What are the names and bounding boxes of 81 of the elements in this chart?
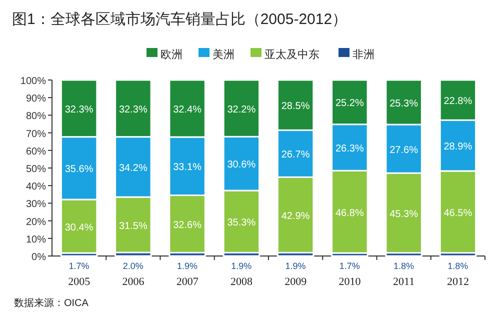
- data-label: 1.9%: [231, 261, 252, 271]
- y-tick-label: 90%: [26, 94, 46, 105]
- y-tick-label: 30%: [26, 199, 46, 210]
- bar: [276, 176, 314, 254]
- bar: [114, 136, 152, 198]
- bar: [385, 124, 422, 174]
- bar: [222, 190, 260, 254]
- data-label: 1.9%: [285, 261, 306, 271]
- data-label: 32.2%: [227, 104, 256, 116]
- data-label: 32.3%: [64, 104, 94, 116]
- data-label: 42.9%: [281, 210, 310, 222]
- x-tick-label: 2006: [122, 276, 145, 288]
- bar: [222, 79, 260, 138]
- bar: [168, 79, 206, 138]
- bar: [331, 124, 368, 172]
- legend-label: 欧洲: [160, 48, 182, 61]
- x-tick-label: 2011: [393, 276, 415, 288]
- bar: [331, 170, 368, 254]
- data-label: 2.0%: [122, 261, 144, 271]
- legend-label: 亚太及中东: [264, 48, 320, 61]
- data-label: 32.6%: [173, 220, 202, 231]
- y-tick-label: 70%: [26, 128, 46, 140]
- data-label: 28.9%: [444, 142, 472, 153]
- y-tick-label: 60%: [26, 146, 46, 158]
- data-label: 22.8%: [444, 96, 472, 108]
- data-label: 32.3%: [119, 104, 148, 116]
- data-label: 1.8%: [448, 261, 468, 271]
- bar: [276, 129, 314, 178]
- bar: [60, 136, 98, 200]
- data-label: 35.6%: [64, 164, 94, 176]
- legend-label: 非洲: [352, 48, 374, 61]
- data-label: 25.2%: [336, 98, 364, 110]
- y-tick-label: 0%: [32, 252, 46, 263]
- data-label: 26.3%: [336, 143, 364, 154]
- bar: [60, 198, 98, 254]
- x-tick-label: 2010: [338, 276, 362, 288]
- bar: [276, 79, 314, 131]
- x-tick-label: 2007: [176, 276, 199, 288]
- bar: [168, 194, 206, 254]
- data-label: 28.5%: [281, 101, 310, 112]
- source-note: 数据来源：OICA: [14, 297, 89, 309]
- bar: [114, 196, 152, 254]
- x-tick-label: 2012: [446, 276, 469, 288]
- bar: [439, 170, 477, 254]
- data-label: 45.3%: [390, 208, 418, 220]
- chart-title: 图1：全球各区域市场汽车销量占比（2005-2012）: [12, 11, 348, 28]
- x-tick-label: 2005: [68, 276, 91, 288]
- data-label: 27.6%: [390, 144, 418, 156]
- data-label: 30.6%: [227, 160, 256, 171]
- bar: [222, 136, 260, 192]
- y-tick-label: 40%: [26, 182, 46, 193]
- y-tick-label: 20%: [26, 216, 46, 228]
- bar: [439, 79, 477, 121]
- bar: [114, 79, 152, 138]
- data-label: 34.2%: [119, 162, 148, 174]
- data-label: 46.5%: [444, 208, 472, 219]
- y-tick-label: 10%: [26, 234, 46, 246]
- bar: [385, 79, 422, 126]
- legend-label: 美洲: [212, 48, 234, 61]
- data-label: 31.5%: [119, 220, 148, 232]
- data-label: 1.7%: [68, 261, 90, 271]
- bar: [385, 172, 422, 254]
- data-label: 1.7%: [339, 261, 360, 271]
- y-tick-label: 100%: [20, 76, 46, 87]
- bar: [331, 79, 368, 126]
- x-tick-label: 2009: [284, 276, 308, 288]
- data-label: 35.3%: [227, 218, 256, 229]
- data-label: 33.1%: [173, 162, 202, 174]
- data-label: 1.8%: [394, 261, 414, 271]
- x-tick-label: 2008: [230, 276, 253, 288]
- bar: [439, 119, 477, 172]
- data-label: 26.7%: [281, 150, 310, 161]
- data-label: 25.3%: [390, 98, 418, 110]
- data-label: 32.4%: [173, 104, 202, 116]
- y-tick-label: 80%: [26, 111, 46, 122]
- data-label: 30.4%: [64, 222, 94, 234]
- y-tick-label: 50%: [26, 164, 46, 175]
- data-label: 46.8%: [336, 208, 364, 219]
- bar: [60, 79, 98, 138]
- data-label: 1.9%: [177, 261, 198, 271]
- bar: [168, 136, 206, 196]
